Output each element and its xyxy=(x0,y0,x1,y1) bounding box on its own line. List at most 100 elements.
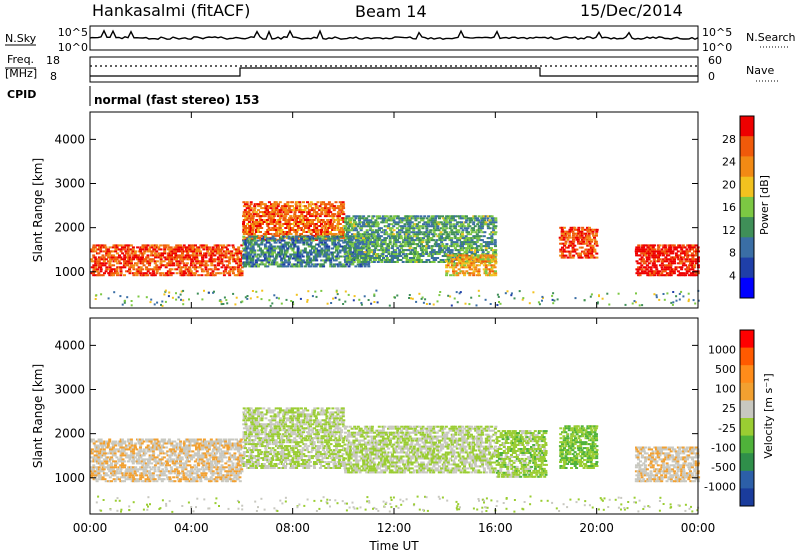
echo-cell xyxy=(171,296,174,299)
echo-cell xyxy=(130,258,134,261)
echo-cell xyxy=(168,291,171,294)
echo-cell xyxy=(204,268,208,271)
echo-cell xyxy=(468,272,472,275)
echo-cell xyxy=(238,272,242,275)
freq-tick-top: 18 xyxy=(46,54,60,67)
echo-cell xyxy=(390,219,394,222)
echo-cell xyxy=(312,249,316,252)
echo-cell xyxy=(284,245,288,248)
echo-cell xyxy=(296,201,300,204)
echo-cell xyxy=(309,201,313,204)
echo-cell xyxy=(640,270,644,273)
echo-cell xyxy=(282,261,286,264)
echo-cell xyxy=(674,252,678,255)
echo-cell xyxy=(188,298,190,301)
echo-cell xyxy=(691,272,695,275)
echo-cell xyxy=(326,302,329,305)
echo-cell xyxy=(665,250,669,253)
echo-cell xyxy=(381,249,385,252)
echo-cell xyxy=(286,247,290,250)
echo-cell xyxy=(694,244,698,247)
echo-cell xyxy=(318,251,322,254)
echo-cell xyxy=(102,468,106,471)
echo-cell xyxy=(329,265,333,268)
echo-cell xyxy=(669,252,673,255)
echo-cell xyxy=(98,246,102,249)
echo-cell xyxy=(417,229,421,232)
echo-cell xyxy=(141,254,145,257)
echo-cell xyxy=(187,272,191,275)
echo-cell xyxy=(162,274,166,277)
echo-cell xyxy=(590,252,594,255)
echo-cell xyxy=(405,253,409,255)
echo-cell xyxy=(448,254,452,257)
echo-cell xyxy=(448,251,452,254)
echo-cell xyxy=(338,219,342,221)
echo-cell xyxy=(219,250,223,253)
echo-cell xyxy=(247,251,251,254)
echo-cell xyxy=(92,464,96,467)
echo-cell xyxy=(92,246,96,249)
echo-cell xyxy=(663,298,666,301)
echo-cell xyxy=(461,235,465,238)
echo-cell xyxy=(588,226,591,229)
echo-cell xyxy=(248,207,252,210)
echo-cell xyxy=(485,274,488,277)
echo-cell xyxy=(96,460,99,463)
echo-cell xyxy=(638,274,642,277)
echo-cell xyxy=(247,241,251,244)
echo-cell xyxy=(135,468,139,471)
echo-cell xyxy=(655,268,659,271)
echo-cell xyxy=(461,262,465,265)
echo-cell xyxy=(638,272,642,275)
echo-cell xyxy=(226,272,230,275)
echo-cell xyxy=(129,244,133,247)
echo-cell xyxy=(488,254,492,257)
echo-cell xyxy=(175,248,179,251)
echo-cell xyxy=(365,255,369,257)
echo-cell xyxy=(204,252,208,255)
echo-cell xyxy=(269,304,272,307)
echo-cell xyxy=(235,296,238,299)
echo-cell xyxy=(322,255,326,258)
echo-cell xyxy=(309,243,313,246)
echo-cell xyxy=(399,217,403,220)
echo-cell xyxy=(157,468,161,471)
echo-cell xyxy=(131,460,135,463)
echo-cell xyxy=(264,231,268,233)
echo-cell xyxy=(229,254,233,257)
echo-cell xyxy=(309,215,312,218)
echo-cell xyxy=(182,272,186,275)
echo-cell xyxy=(589,248,593,251)
echo-cell xyxy=(338,239,342,242)
echo-cell xyxy=(111,466,115,469)
echo-cell xyxy=(119,444,123,447)
echo-cell xyxy=(216,244,220,247)
echo-cell xyxy=(640,256,644,259)
echo-cell xyxy=(434,257,438,259)
echo-cell xyxy=(363,259,367,261)
echo-cell xyxy=(386,249,390,252)
echo-cell xyxy=(92,466,96,469)
echo-cell xyxy=(273,205,277,208)
echo-cell xyxy=(237,252,241,255)
echo-cell xyxy=(694,260,698,263)
echo-cell xyxy=(567,244,571,247)
echo-cell xyxy=(128,468,132,471)
echo-cell xyxy=(252,225,256,227)
echo-cell xyxy=(281,245,285,248)
echo-cell xyxy=(104,270,108,273)
echo-cell xyxy=(145,474,149,477)
echo-cell xyxy=(667,264,671,267)
echo-cell xyxy=(153,440,157,443)
echo-cell xyxy=(271,259,275,262)
echo-cell xyxy=(363,223,367,226)
echo-cell xyxy=(309,265,313,268)
echo-cell xyxy=(289,229,293,231)
echo-cell xyxy=(105,254,109,257)
echo-cell xyxy=(110,458,114,461)
echo-cell xyxy=(168,262,172,265)
echo-cell xyxy=(102,256,106,259)
echo-cell xyxy=(227,272,231,275)
echo-cell xyxy=(470,268,474,271)
